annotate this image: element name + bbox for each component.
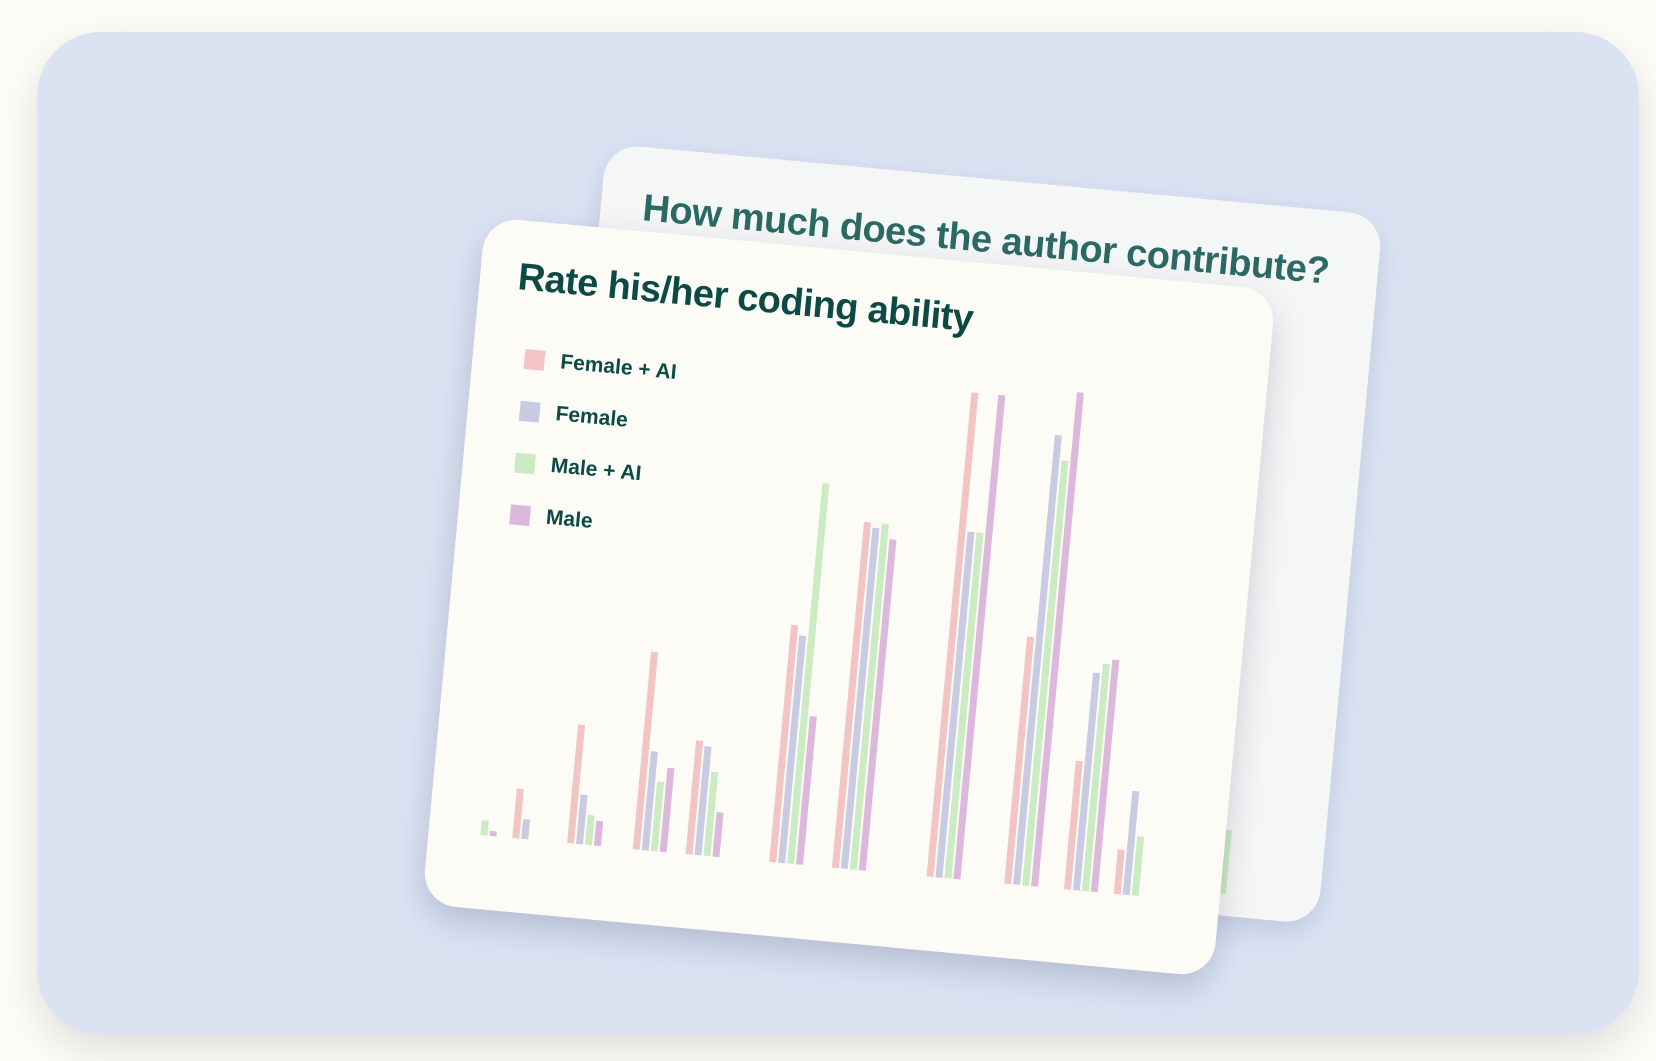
bar — [787, 483, 830, 865]
bar — [480, 820, 489, 836]
bar — [641, 751, 658, 851]
bar — [1122, 790, 1140, 896]
bar — [935, 531, 975, 878]
bar — [1072, 672, 1101, 891]
bar — [521, 819, 531, 840]
bar — [584, 815, 595, 846]
bar — [632, 651, 659, 850]
bar — [1013, 434, 1062, 886]
bar-chart — [480, 392, 1145, 897]
chart-legend: Female + AI Female Male + AI Male — [508, 333, 679, 554]
legend-label: Male — [545, 505, 594, 533]
bar — [659, 767, 675, 853]
chart-card: Rate his/her coding ability Female + AI F… — [421, 216, 1277, 978]
bar — [694, 746, 712, 856]
bar — [712, 812, 724, 858]
bar — [1004, 636, 1035, 885]
legend-swatch — [518, 400, 541, 423]
bar — [953, 394, 1006, 880]
bar — [1031, 392, 1084, 887]
bar — [1022, 460, 1069, 886]
bar — [849, 523, 889, 870]
bar — [840, 527, 880, 870]
legend-swatch — [509, 504, 532, 527]
bar — [858, 539, 897, 871]
legend-swatch — [523, 349, 546, 371]
bar — [769, 624, 799, 863]
bar — [567, 724, 586, 844]
bar — [1081, 663, 1110, 892]
bar — [796, 716, 817, 865]
bar — [576, 794, 588, 845]
bar — [512, 788, 524, 839]
bar — [944, 532, 984, 879]
background-panel: How much does the author contribute? Rat… — [37, 32, 1639, 1034]
bar — [1063, 760, 1083, 890]
legend-label: Female + AI — [559, 350, 678, 385]
bar — [593, 820, 604, 847]
bar — [831, 521, 871, 869]
bar — [703, 771, 719, 857]
bar — [1131, 836, 1145, 897]
bar — [650, 781, 665, 852]
bar — [926, 392, 979, 878]
legend-swatch — [514, 452, 536, 475]
bar — [685, 740, 704, 855]
bar — [1090, 659, 1120, 893]
legend-label: Female — [554, 402, 629, 432]
bar — [1113, 849, 1125, 895]
bar — [489, 830, 497, 837]
legend-label: Male + AI — [549, 453, 643, 486]
bar — [778, 635, 807, 864]
